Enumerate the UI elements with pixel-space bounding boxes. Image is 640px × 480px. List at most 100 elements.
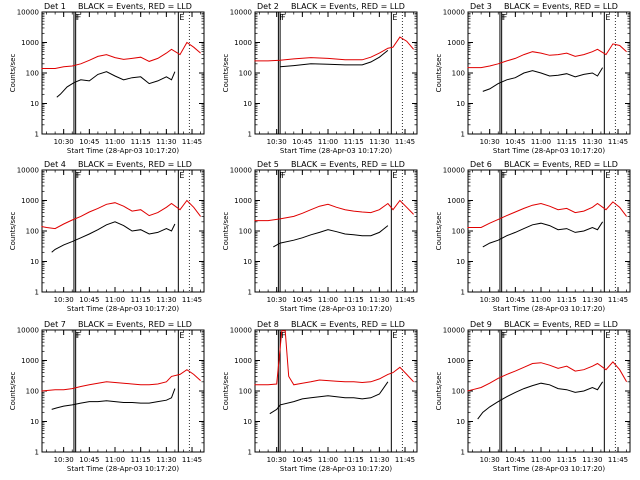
x-tick-label: 11:15 [344, 138, 364, 146]
plot-frame [254, 11, 418, 135]
x-tick-label: 11:15 [344, 456, 364, 464]
x-tick-label: 11:15 [557, 296, 577, 304]
event-marker-label: F [503, 331, 508, 340]
panel-title: Det 9 [470, 320, 492, 329]
event-marker-label: F [503, 171, 508, 180]
x-axis-label: Start Time (28-Apr-03 10:17:20) [67, 305, 179, 313]
y-tick-label: 10 [456, 418, 465, 426]
y-tick-label: 10000 [443, 9, 465, 17]
y-tick-label: 100 [452, 228, 465, 236]
panel-legend: BLACK = Events, RED = LLD [291, 320, 405, 329]
x-axis-label: Start Time (28-Apr-03 10:17:20) [67, 465, 179, 473]
panel-title: Det 1 [44, 2, 66, 11]
series-events-line [482, 221, 604, 248]
x-tick-label: 11:00 [105, 456, 125, 464]
y-tick-label: 10000 [443, 167, 465, 175]
chart-panel-6: Det 6 BLACK = Events, RED = LLD 1 10 100 1000… [435, 160, 631, 313]
x-tick-label: 11:00 [531, 296, 551, 304]
y-tick-label: 1000 [234, 39, 252, 47]
x-axis-label: Start Time (28-Apr-03 10:17:20) [280, 305, 392, 313]
event-marker-label: F [279, 13, 284, 22]
x-tick-label: 11:00 [531, 138, 551, 146]
y-tick-label: 1000 [21, 197, 39, 205]
y-axis-label: Counts/sec [435, 54, 443, 93]
plot-frame [467, 169, 631, 293]
chart-panel-9: Det 9 BLACK = Events, RED = LLD 1 10 100 1000… [435, 320, 631, 473]
y-tick-label: 10000 [230, 167, 252, 175]
series-lld-line [254, 330, 414, 386]
x-tick-label: 11:45 [608, 456, 628, 464]
y-tick-label: 1000 [234, 357, 252, 365]
y-tick-label: 1000 [21, 357, 39, 365]
panel-title: Det 5 [257, 160, 279, 169]
panel-legend: BLACK = Events, RED = LLD [291, 160, 405, 169]
x-tick-label: 10:30 [267, 138, 287, 146]
y-axis-label: Counts/sec [435, 372, 443, 411]
x-tick-label: 11:30 [156, 296, 176, 304]
event-marker-label: F [77, 331, 82, 340]
event-marker-label: E [179, 331, 184, 340]
x-tick-label: 11:30 [582, 138, 602, 146]
event-marker-label: F [279, 331, 284, 340]
x-tick-label: 10:45 [79, 296, 99, 304]
x-tick-label: 10:30 [54, 296, 74, 304]
x-tick-label: 11:30 [156, 138, 176, 146]
y-tick-label: 10000 [230, 327, 252, 335]
x-tick-label: 11:30 [582, 456, 602, 464]
y-tick-label: 1 [35, 131, 39, 139]
chart-panel-7: Det 7 BLACK = Events, RED = LLD 1 10 100 1000… [9, 320, 205, 473]
x-tick-label: 11:30 [156, 456, 176, 464]
x-tick-label: 10:45 [505, 296, 525, 304]
panel-title: Det 7 [44, 320, 66, 329]
chart-panel-5: Det 5 BLACK = Events, RED = LLD 1 10 100 1000… [222, 160, 418, 313]
y-tick-label: 10000 [443, 327, 465, 335]
x-tick-label: 11:45 [395, 296, 415, 304]
x-tick-label: 10:45 [292, 138, 312, 146]
event-marker-label: E [605, 13, 610, 22]
x-tick-label: 11:00 [318, 456, 338, 464]
y-tick-label: 1000 [447, 357, 465, 365]
panel-title: Det 3 [470, 2, 492, 11]
y-tick-label: 100 [452, 388, 465, 396]
panel-legend: BLACK = Events, RED = LLD [504, 160, 618, 169]
plot-frame [41, 329, 205, 453]
y-tick-label: 100 [26, 388, 39, 396]
x-tick-label: 11:15 [131, 296, 151, 304]
y-tick-label: 1000 [447, 197, 465, 205]
y-tick-label: 1000 [21, 39, 39, 47]
x-tick-label: 11:15 [344, 296, 364, 304]
series-lld-line [41, 199, 201, 230]
event-marker-label: F [503, 13, 508, 22]
x-tick-label: 11:30 [369, 296, 389, 304]
y-tick-label: 1000 [234, 197, 252, 205]
y-tick-label: 100 [239, 70, 252, 78]
y-axis-label: Counts/sec [435, 212, 443, 251]
series-events-line [51, 388, 176, 410]
chart-panel-3: Det 3 BLACK = Events, RED = LLD 1 10 100 1000… [435, 2, 631, 155]
chart-panel-1: Det 1 BLACK = Events, RED = LLD 1 10 100 1000… [9, 2, 205, 155]
series-lld-line [41, 41, 201, 69]
event-marker-label: F [281, 331, 286, 340]
y-tick-label: 1 [248, 289, 252, 297]
x-tick-label: 11:15 [557, 138, 577, 146]
y-axis-label: Counts/sec [222, 372, 230, 411]
y-axis-label: Counts/sec [9, 372, 17, 411]
y-tick-label: 10000 [230, 9, 252, 17]
x-tick-label: 11:30 [369, 456, 389, 464]
event-marker-label: F [281, 13, 286, 22]
panel-title: Det 8 [257, 320, 279, 329]
plot-frame [467, 329, 631, 453]
event-marker-label: F [501, 331, 506, 340]
event-marker-label: E [179, 13, 184, 22]
event-marker-label: F [281, 171, 286, 180]
y-tick-label: 100 [26, 228, 39, 236]
x-tick-label: 10:45 [505, 138, 525, 146]
panel-title: Det 6 [470, 160, 492, 169]
x-tick-label: 11:30 [369, 138, 389, 146]
x-tick-label: 11:45 [182, 296, 202, 304]
panel-legend: BLACK = Events, RED = LLD [504, 2, 618, 11]
series-events-line [269, 381, 389, 415]
chart-panel-8: Det 8 BLACK = Events, RED = LLD 1 10 100 1000… [222, 320, 418, 473]
panel-legend: BLACK = Events, RED = LLD [78, 2, 192, 11]
